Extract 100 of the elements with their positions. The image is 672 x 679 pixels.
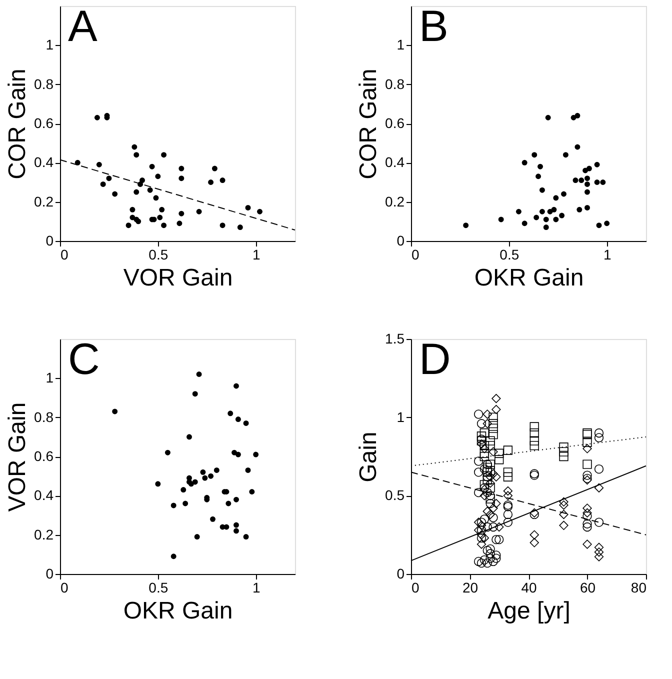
point: [576, 206, 582, 212]
point: [488, 504, 498, 513]
point: [486, 494, 495, 504]
x-axis-title: Age [yr]: [488, 598, 570, 624]
point: [226, 500, 232, 506]
point: [147, 187, 153, 193]
point: [159, 206, 165, 212]
point: [498, 216, 504, 222]
point: [604, 220, 610, 226]
point: [559, 212, 565, 218]
point: [208, 180, 214, 185]
point: [538, 164, 543, 170]
point: [482, 468, 492, 477]
point: [486, 478, 495, 488]
point: [530, 538, 539, 548]
point: [543, 224, 549, 230]
point: [559, 447, 568, 456]
point: [476, 533, 486, 543]
point: [96, 162, 102, 168]
point: [486, 491, 495, 500]
point: [594, 547, 604, 557]
point: [94, 114, 100, 120]
point: [134, 189, 140, 195]
point: [112, 191, 118, 197]
point: [530, 510, 539, 520]
point: [178, 166, 184, 172]
point: [488, 419, 498, 428]
point: [234, 383, 239, 389]
point: [176, 220, 182, 226]
point: [532, 152, 538, 158]
point: [539, 208, 545, 214]
point: [492, 554, 501, 563]
y-tick-label: 0.4: [34, 154, 54, 170]
point: [488, 412, 498, 422]
point: [594, 464, 604, 474]
point: [237, 224, 243, 230]
point: [214, 467, 220, 473]
point: [492, 550, 501, 560]
point: [228, 410, 234, 416]
point: [476, 439, 486, 449]
point: [245, 204, 251, 210]
point: [463, 222, 469, 228]
point: [134, 152, 140, 158]
point: [476, 432, 486, 441]
point: [494, 455, 504, 464]
point: [178, 210, 184, 216]
point: [155, 174, 161, 180]
point: [202, 475, 208, 481]
point: [480, 440, 490, 450]
y-tick-label: 0.8: [385, 76, 405, 92]
y-axis-title: COR Gain: [355, 68, 382, 180]
point: [584, 204, 590, 210]
point: [559, 442, 568, 452]
y-axis-title: VOR Gain: [4, 402, 32, 512]
point: [530, 508, 539, 518]
y-axis-title: COR Gain: [4, 68, 32, 180]
point: [212, 166, 218, 172]
point: [488, 424, 498, 433]
point: [522, 220, 528, 226]
point: [482, 475, 492, 485]
point: [494, 522, 504, 532]
point: [245, 467, 251, 473]
point: [562, 152, 568, 158]
point: [474, 456, 484, 466]
point: [596, 222, 602, 228]
x-tick-label: 0.5: [148, 580, 168, 596]
point: [488, 556, 498, 566]
point: [208, 473, 214, 479]
y-tick-label: 1: [46, 370, 54, 386]
point: [480, 428, 490, 438]
point: [559, 520, 568, 530]
point: [74, 160, 80, 166]
point: [536, 174, 542, 180]
point: [474, 410, 484, 419]
point: [530, 428, 539, 438]
point: [578, 178, 584, 184]
point: [492, 404, 501, 414]
point: [492, 534, 501, 544]
point: [482, 546, 492, 556]
point: [482, 488, 492, 498]
point: [161, 152, 167, 158]
point: [503, 510, 513, 520]
x-tick-label: 60: [580, 580, 596, 596]
point: [594, 542, 604, 552]
point: [132, 144, 138, 150]
point: [594, 180, 600, 185]
point: [494, 534, 504, 544]
point: [582, 460, 592, 469]
point: [482, 460, 492, 469]
point: [584, 176, 590, 182]
point: [594, 428, 604, 438]
y-tick-label: 0.6: [34, 448, 54, 464]
point: [559, 500, 568, 510]
point: [476, 526, 486, 535]
point: [196, 372, 202, 377]
point: [149, 164, 155, 170]
point: [476, 520, 486, 530]
point: [480, 452, 490, 462]
point: [551, 206, 557, 212]
point: [488, 513, 498, 522]
